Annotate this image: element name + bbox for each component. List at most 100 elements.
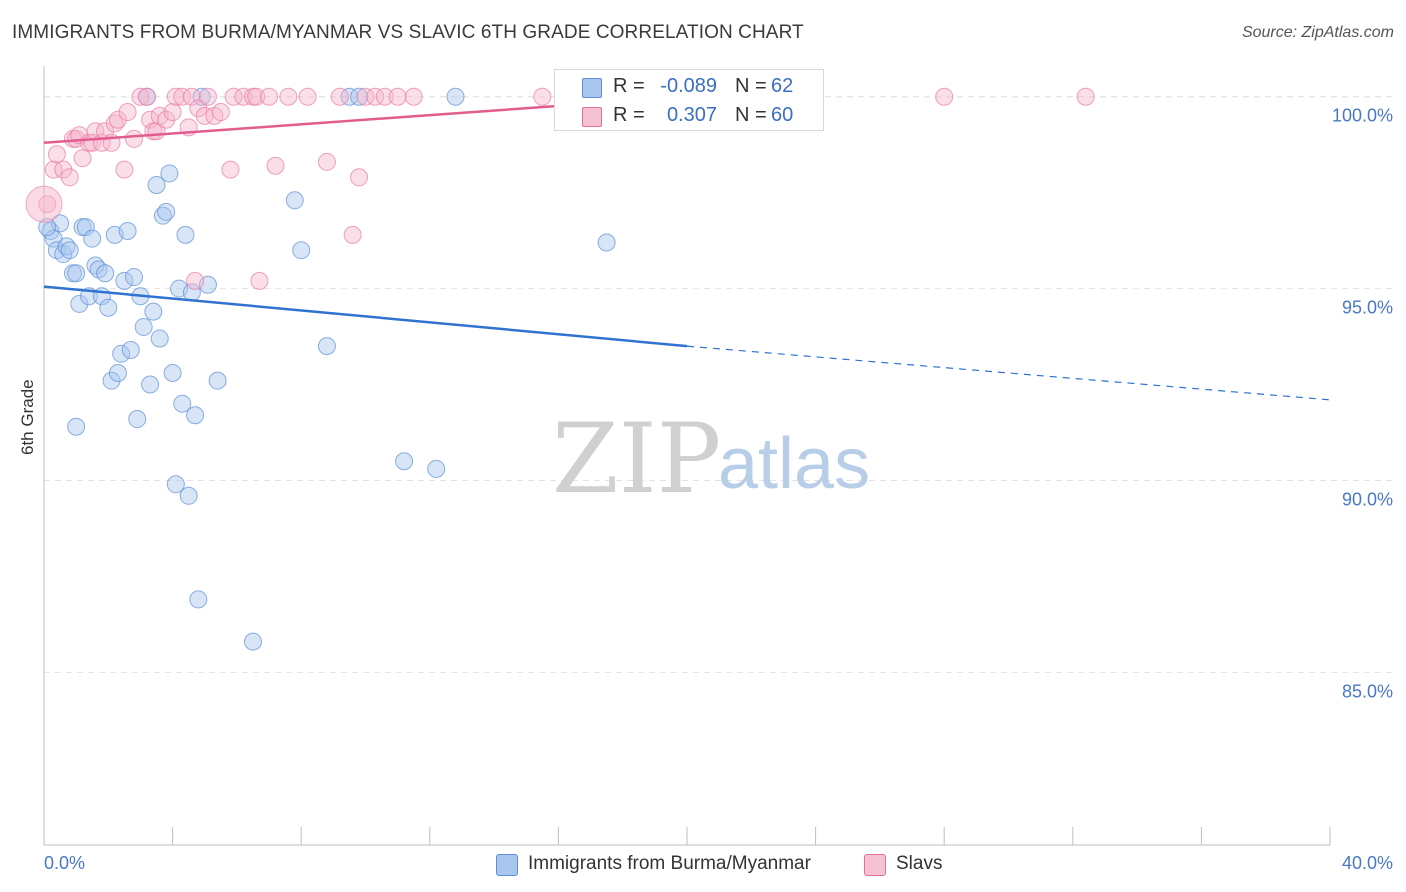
slavs-point <box>54 160 73 179</box>
legend-r-label: R = <box>613 75 645 97</box>
burma-point <box>160 164 179 183</box>
burma-point <box>128 410 147 429</box>
legend-n-value: 60 <box>771 104 794 126</box>
slavs-point <box>247 87 266 106</box>
watermark-zip: ZIP <box>552 403 721 515</box>
burma-point <box>150 329 169 348</box>
burma-point <box>102 371 121 390</box>
slavs-point <box>137 87 156 106</box>
burma-point <box>115 271 134 290</box>
burma-point <box>395 452 414 471</box>
correlation-legend: R = -0.089 N = 62 R = 0.307 N = 60 <box>554 69 824 131</box>
trend-line-burma <box>43 285 688 348</box>
burma-point <box>60 241 79 260</box>
legend-r-label: R = <box>613 104 645 126</box>
slavs-point <box>221 160 240 179</box>
burma-point <box>208 371 227 390</box>
slavs-point <box>141 110 160 129</box>
slavs-point <box>234 87 253 106</box>
watermark-atlas: atlas <box>718 424 870 504</box>
burma-point <box>67 417 86 436</box>
slavs-point <box>279 87 298 106</box>
burma-point <box>186 406 205 425</box>
burma-point <box>350 87 369 106</box>
burma-point <box>121 340 140 359</box>
legend-r-value: 0.307 <box>666 104 717 126</box>
slavs-point <box>935 87 954 106</box>
x-tick-label-max: 40.0% <box>1342 853 1393 873</box>
legend-swatch-blue <box>496 854 518 876</box>
burma-point <box>189 590 208 609</box>
burma-point <box>427 459 446 478</box>
chart-title: IMMIGRANTS FROM BURMA/MYANMAR VS SLAVIC … <box>12 22 804 43</box>
burma-point <box>70 294 89 313</box>
burma-point <box>112 344 131 363</box>
legend-swatch-blue <box>582 78 602 98</box>
burma-point <box>67 264 86 283</box>
slavs-point <box>356 87 375 106</box>
burma-point <box>118 222 137 241</box>
legend-swatch-pink <box>582 107 602 127</box>
burma-point <box>157 202 176 221</box>
grid-lines <box>44 96 1395 673</box>
slavs-point-large <box>25 185 63 223</box>
slavs-point <box>186 271 205 290</box>
slavs-point <box>96 122 115 141</box>
slavs-point <box>44 160 63 179</box>
burma-point <box>446 87 465 106</box>
slavs-point <box>250 271 269 290</box>
slavs-point <box>198 87 217 106</box>
burma-point <box>134 317 153 336</box>
source-label: Source: ZipAtlas.com <box>1241 24 1394 41</box>
burma-point <box>179 486 198 505</box>
burma-point <box>173 394 192 413</box>
slavs-point <box>115 160 134 179</box>
slavs-point <box>73 149 92 168</box>
legend-n-label: N = <box>735 104 767 126</box>
burma-point <box>166 475 185 494</box>
slavs-point <box>118 103 137 122</box>
y-tick-label: 95.0% <box>1342 298 1393 318</box>
slavs-point <box>189 99 208 118</box>
legend-label-burma: Immigrants from Burma/Myanmar <box>528 853 811 874</box>
slavs-point <box>125 129 144 148</box>
slavs-point <box>330 87 349 106</box>
watermark: ZIP atlas <box>552 403 870 515</box>
y-tick-label: 100.0% <box>1332 106 1393 126</box>
trend-line-burma-extension <box>686 345 1331 401</box>
burma-point <box>243 632 262 651</box>
series-burma-points <box>38 87 616 651</box>
slavs-point <box>166 87 185 106</box>
slavs-point <box>1076 87 1095 106</box>
slavs-point <box>375 87 394 106</box>
y-tick-labels: 85.0% 90.0% 95.0% 100.0% <box>1332 106 1393 702</box>
y-tick-label: 90.0% <box>1342 489 1393 509</box>
slavs-point <box>211 103 230 122</box>
slavs-point <box>533 87 552 106</box>
slavs-point <box>404 87 423 106</box>
burma-point <box>96 264 115 283</box>
slavs-point <box>182 87 201 106</box>
burma-point <box>340 87 359 106</box>
legend-r-value: -0.089 <box>660 75 717 97</box>
slavs-point <box>131 87 150 106</box>
slavs-point <box>298 87 317 106</box>
burma-point <box>285 191 304 210</box>
burma-point <box>125 268 144 287</box>
slavs-point <box>260 87 279 106</box>
slavs-point <box>60 168 79 187</box>
burma-point <box>163 363 182 382</box>
legend-n-value: 62 <box>771 75 794 97</box>
slavs-point <box>388 87 407 106</box>
x-tick-label-min: 0.0% <box>44 853 85 873</box>
slavs-point <box>157 110 176 129</box>
x-tick-labels: 0.0% 40.0% <box>44 853 1393 873</box>
burma-point <box>597 233 616 252</box>
legend-n-label: N = <box>735 75 767 97</box>
slavs-point <box>343 225 362 244</box>
burma-point <box>176 225 195 244</box>
slavs-point <box>224 87 243 106</box>
y-tick-label: 85.0% <box>1342 681 1393 701</box>
series-legend: Immigrants from Burma/Myanmar Slavs <box>0 852 1406 878</box>
